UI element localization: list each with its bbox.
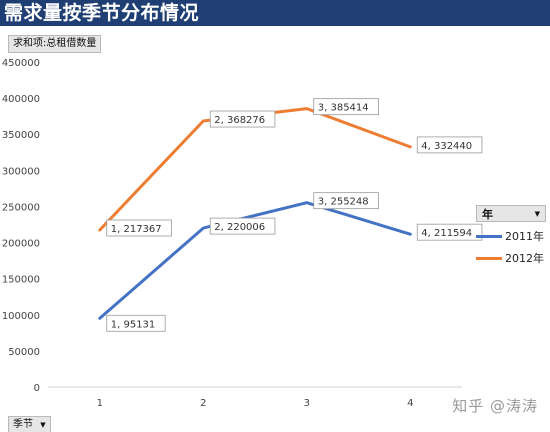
- y-tick-label: 50000: [8, 347, 40, 358]
- x-tick-label: 3: [304, 398, 310, 409]
- data-label-box: [313, 98, 379, 116]
- data-label-box: [209, 110, 276, 128]
- axis-field-button[interactable]: 季节 ▼: [8, 416, 51, 432]
- y-tick-label: 350000: [2, 130, 40, 141]
- dropdown-arrow-icon: ▼: [40, 421, 46, 429]
- data-label: 1, 217367: [111, 224, 162, 235]
- data-label-box: [416, 136, 483, 154]
- y-tick-label: 150000: [2, 275, 40, 286]
- y-tick-label: 0: [34, 383, 40, 394]
- x-tick-label: 4: [407, 398, 413, 409]
- legend-swatch-2012: [476, 256, 502, 260]
- year-filter-button[interactable]: 年 ▼: [476, 205, 546, 222]
- data-label: 2, 368276: [214, 115, 265, 126]
- legend-title: 年: [482, 207, 493, 221]
- watermark: 知乎 @涛涛: [452, 397, 538, 415]
- series-line-0: [98, 201, 412, 320]
- y-tick-label: 100000: [2, 311, 40, 322]
- data-label-box: [106, 314, 166, 332]
- legend: 年 ▼ 2011年 2012年: [476, 205, 546, 266]
- data-label-box: [209, 217, 276, 235]
- legend-item-2011: 2011年: [476, 228, 546, 244]
- data-label: 3, 385414: [318, 103, 369, 114]
- legend-label-2011: 2011年: [505, 230, 544, 243]
- data-label: 4, 211594: [421, 228, 472, 239]
- x-tick-label: 1: [97, 398, 103, 409]
- y-tick-label: 200000: [2, 239, 40, 250]
- value-field-button[interactable]: 求和项:总租借数量: [8, 35, 102, 53]
- chart-title: 需求量按季节分布情况: [0, 0, 550, 26]
- data-label-box: [106, 219, 172, 237]
- data-label-box: [313, 192, 379, 210]
- y-tick-label: 400000: [2, 94, 40, 105]
- legend-label-2012: 2012年: [505, 252, 544, 265]
- axis-field-label: 季节: [13, 419, 33, 430]
- data-label: 2, 220006: [214, 222, 265, 233]
- x-tick-label: 2: [200, 398, 206, 409]
- y-tick-label: 450000: [2, 58, 40, 69]
- legend-item-2012: 2012年: [476, 250, 546, 266]
- y-tick-label: 250000: [2, 202, 40, 213]
- data-label: 4, 332440: [421, 141, 472, 152]
- dropdown-arrow-icon: ▼: [534, 209, 540, 218]
- data-label: 1, 95131: [111, 319, 156, 330]
- y-tick-label: 300000: [2, 166, 40, 177]
- value-field-label: 求和项:总租借数量: [13, 38, 97, 49]
- data-label-box: [416, 223, 483, 241]
- legend-swatch-2011: [476, 234, 502, 238]
- data-label: 3, 255248: [318, 197, 369, 208]
